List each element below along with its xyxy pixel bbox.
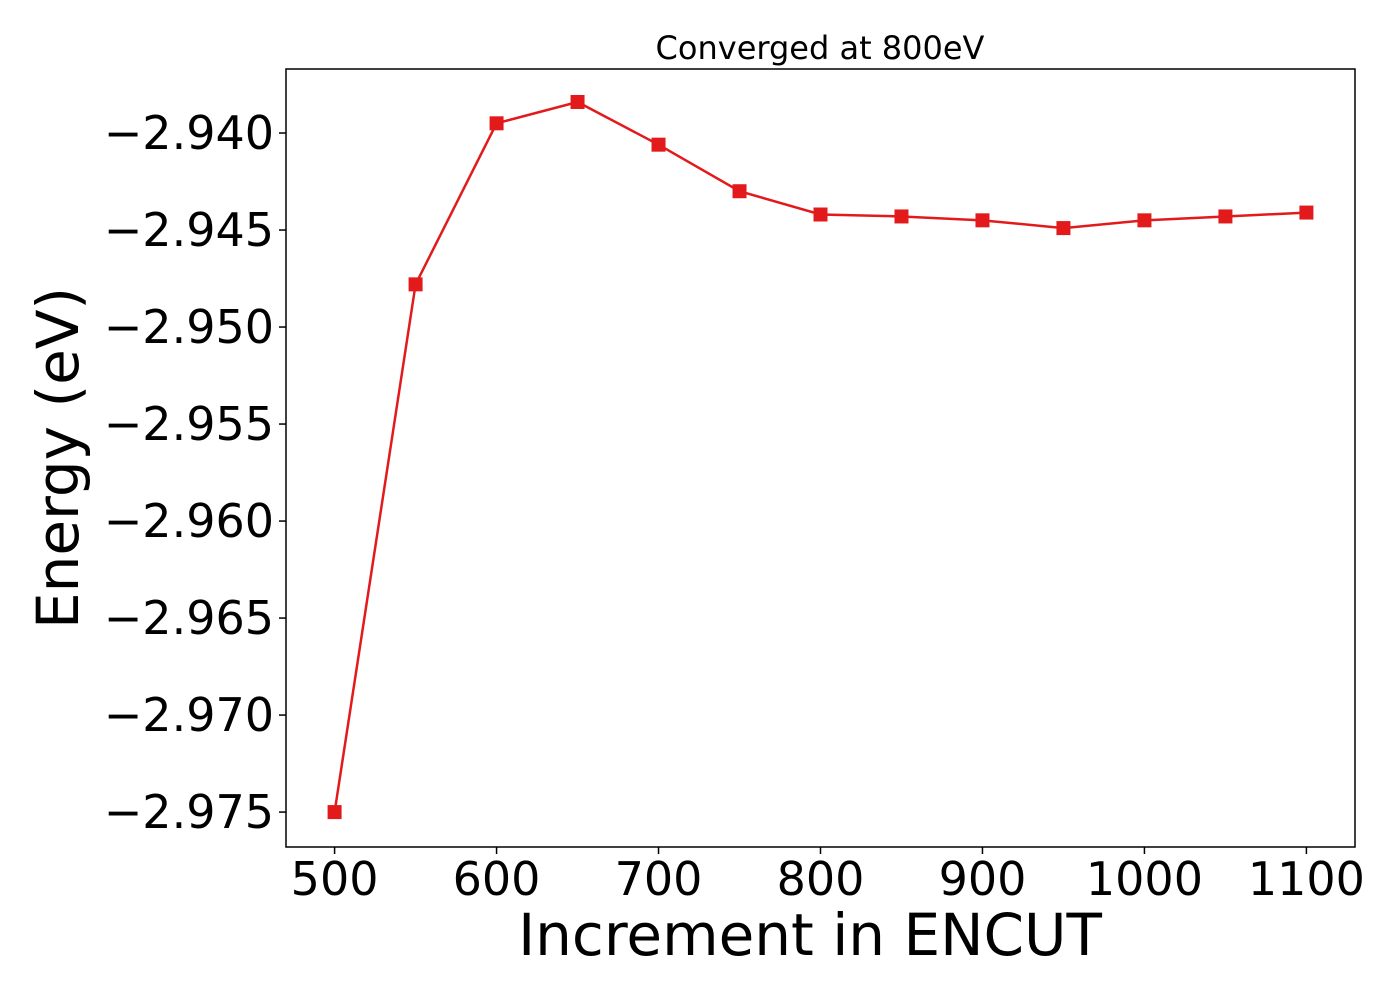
data-point-marker [408, 277, 423, 292]
x-tick-label: 900 [939, 852, 1027, 906]
y-tick-label: −2.965 [104, 591, 274, 645]
y-tick-label: −2.950 [104, 300, 274, 354]
y-tick-label: −2.955 [104, 397, 274, 451]
x-tick-label: 800 [777, 852, 865, 906]
x-tick-label: 1100 [1248, 852, 1365, 906]
plot-area-frame [285, 68, 1356, 848]
data-point-marker [813, 207, 828, 222]
y-tick-label: −2.945 [104, 203, 274, 257]
data-point-marker [1137, 213, 1152, 228]
x-tick-label: 1000 [1086, 852, 1203, 906]
data-point-marker [732, 184, 747, 199]
y-axis-label: Energy (eV) [24, 287, 92, 629]
data-point-marker [975, 213, 990, 228]
data-point-marker [1299, 205, 1314, 220]
x-tick-label: 700 [615, 852, 703, 906]
ticks-layer: 500 600 700 800 900 1000 1100 −2.940 −2.945 −2.95… [104, 106, 1365, 906]
y-tick-label: −2.940 [104, 106, 274, 160]
data-point-marker [1056, 221, 1071, 236]
y-tick-label: −2.975 [104, 785, 274, 839]
data-point-marker [489, 116, 504, 131]
x-tick-label: 600 [453, 852, 541, 906]
chart-title: Converged at 800eV [656, 29, 985, 67]
y-tick-label: −2.970 [104, 688, 274, 742]
data-point-marker [1218, 209, 1233, 224]
data-point-marker [327, 805, 342, 820]
data-point-marker [651, 137, 666, 152]
data-point-marker [894, 209, 909, 224]
series-layer [327, 94, 1314, 820]
data-point-marker [570, 94, 585, 109]
x-axis-label: Increment in ENCUT [518, 901, 1102, 969]
x-tick-label: 500 [291, 852, 379, 906]
y-tick-label: −2.960 [104, 494, 274, 548]
